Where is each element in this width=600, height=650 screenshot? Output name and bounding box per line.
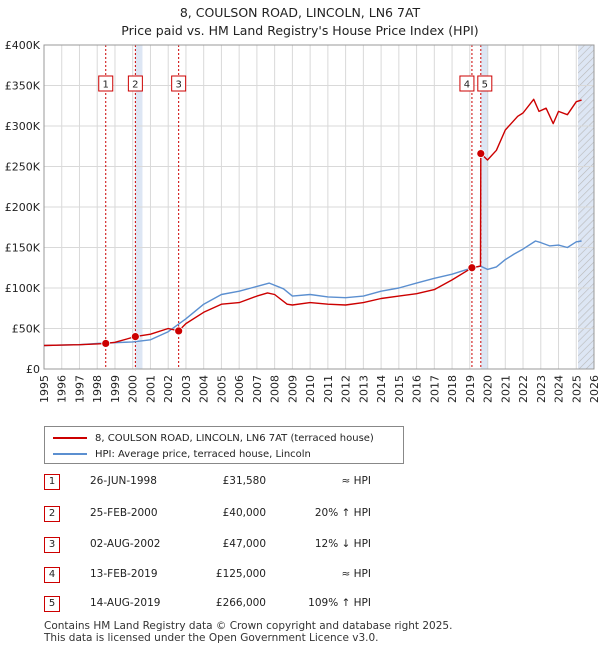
x-tick-label: 2008 <box>269 375 282 403</box>
x-tick-label: 2017 <box>428 375 441 403</box>
sale-hpi-relation: 12% ↓ HPI <box>314 538 371 550</box>
title-line-1: 8, COULSON ROAD, LINCOLN, LN6 7AT <box>179 5 421 20</box>
x-tick-label: 2004 <box>198 375 211 403</box>
x-tick-label: 2009 <box>286 375 299 403</box>
x-tick-label: 2002 <box>162 375 175 403</box>
y-tick-label: £150K <box>5 242 41 255</box>
x-tick-label: 1995 <box>38 375 51 403</box>
sale-price: £31,580 <box>222 475 266 487</box>
legend-property-label: 8, COULSON ROAD, LINCOLN, LN6 7AT (terra… <box>95 432 374 444</box>
sale-number-badge: 5 <box>44 596 60 612</box>
x-tick-label: 2018 <box>446 375 459 403</box>
x-tick-label: 2005 <box>215 375 228 403</box>
property-line-swatch <box>53 437 87 439</box>
sale-hpi-relation: 20% ↑ HPI <box>314 507 371 519</box>
sale-marker-label: 2 <box>132 80 138 91</box>
sale-row: 4 13-FEB-2019 £125,000 ≈ HPI <box>44 567 384 583</box>
x-tick-label: 1999 <box>109 375 122 403</box>
x-tick-label: 2010 <box>304 375 317 403</box>
sale-point <box>467 263 477 273</box>
sale-marker-label: 3 <box>175 80 181 91</box>
x-tick-label: 2023 <box>535 375 548 403</box>
sale-point <box>476 149 486 158</box>
x-tick-label: 2006 <box>233 375 246 403</box>
x-tick-label: 2022 <box>517 375 530 403</box>
x-tick-label: 2014 <box>375 375 388 403</box>
plot-frame <box>43 44 595 370</box>
hpi-line <box>43 240 582 347</box>
x-tick-label: 2025 <box>570 375 583 403</box>
sale-number-badge: 1 <box>44 474 60 490</box>
sale-point <box>101 339 111 348</box>
sale-date: 25-FEB-2000 <box>90 507 158 519</box>
title-line-2: Price paid vs. HM Land Registry's House … <box>121 23 479 38</box>
x-tick-label: 2015 <box>393 375 406 403</box>
y-tick-label: £300K <box>5 120 41 133</box>
x-tick-label: 1997 <box>73 375 86 403</box>
x-tick-label: 2021 <box>499 375 512 403</box>
sale-hpi-relation: 109% ↑ HPI <box>308 597 371 609</box>
x-tick-label: 2019 <box>464 375 477 403</box>
sale-date: 26-JUN-1998 <box>90 475 157 487</box>
sale-point <box>174 326 184 336</box>
y-tick-label: £0 <box>26 363 40 376</box>
legend-hpi-label: HPI: Average price, terraced house, Linc… <box>95 448 311 460</box>
x-tick-label: 2000 <box>127 375 140 403</box>
footer-line-1: Contains HM Land Registry data © Crown c… <box>44 620 453 632</box>
attribution-footer: Contains HM Land Registry data © Crown c… <box>44 620 452 644</box>
x-tick-label: 2024 <box>553 375 566 403</box>
sale-number-badge: 3 <box>44 537 60 553</box>
property-price-line <box>43 98 582 347</box>
sale-row: 3 02-AUG-2002 £47,000 12% ↓ HPI <box>44 537 384 553</box>
price-chart: 1 2 3 4 5 £0 £50K £100K £150K £200K £250K £300K £350… <box>5 39 600 403</box>
sale-marker-badge <box>477 75 493 92</box>
sale-marker-badge <box>98 75 114 92</box>
x-tick-label: 2026 <box>588 375 600 403</box>
y-tick-label: £50K <box>12 323 41 336</box>
x-tick-label: 2007 <box>251 375 264 403</box>
sale-marker-label: 5 <box>482 80 488 91</box>
y-tick-label: £250K <box>5 161 41 174</box>
x-tick-label: 2001 <box>144 375 157 403</box>
sale-price: £125,000 <box>215 568 266 580</box>
sale-row: 5 14-AUG-2019 £266,000 109% ↑ HPI <box>44 596 384 612</box>
sale-marker-label: 1 <box>103 80 109 91</box>
sale-date: 13-FEB-2019 <box>90 568 158 580</box>
sale-marker-label: 4 <box>464 80 470 91</box>
sale-hpi-relation: ≈ HPI <box>341 475 371 487</box>
sale-number-badge: 4 <box>44 567 60 583</box>
x-tick-label: 2011 <box>322 375 335 403</box>
chart-title: 8, COULSON ROAD, LINCOLN, LN6 7AT Price … <box>0 4 600 40</box>
sale-marker-badge <box>459 75 475 92</box>
sale-number-badge: 2 <box>44 506 60 522</box>
x-tick-label: 1996 <box>56 375 69 403</box>
legend-item-hpi: HPI: Average price, terraced house, Linc… <box>53 446 311 462</box>
legend-item-property: 8, COULSON ROAD, LINCOLN, LN6 7AT (terra… <box>53 430 374 446</box>
y-tick-label: £100K <box>5 282 41 295</box>
sale-price: £40,000 <box>222 507 266 519</box>
y-tick-label: £200K <box>5 201 41 214</box>
x-tick-label: 2003 <box>180 375 193 403</box>
sale-price: £266,000 <box>215 597 266 609</box>
x-tick-label: 2012 <box>340 375 353 403</box>
y-tick-label: £350K <box>5 80 41 93</box>
sale-date: 14-AUG-2019 <box>90 597 161 609</box>
sale-date: 02-AUG-2002 <box>90 538 161 550</box>
sale-point <box>130 332 140 342</box>
x-tick-label: 2020 <box>482 375 495 403</box>
sale-row: 2 25-FEB-2000 £40,000 20% ↑ HPI <box>44 506 384 522</box>
sale-marker-badge <box>171 75 187 92</box>
sale-row: 1 26-JUN-1998 £31,580 ≈ HPI <box>44 474 384 490</box>
footer-line-2: This data is licensed under the Open Gov… <box>44 632 379 644</box>
sale-hpi-relation: ≈ HPI <box>341 568 371 580</box>
y-tick-label: £400K <box>5 39 41 52</box>
sale-marker-badge <box>127 75 143 92</box>
x-tick-label: 1998 <box>91 375 104 403</box>
x-tick-label: 2016 <box>411 375 424 403</box>
chart-legend: 8, COULSON ROAD, LINCOLN, LN6 7AT (terra… <box>44 426 404 464</box>
hpi-line-swatch <box>53 453 87 455</box>
sale-price: £47,000 <box>222 538 266 550</box>
x-tick-label: 2013 <box>357 375 370 403</box>
